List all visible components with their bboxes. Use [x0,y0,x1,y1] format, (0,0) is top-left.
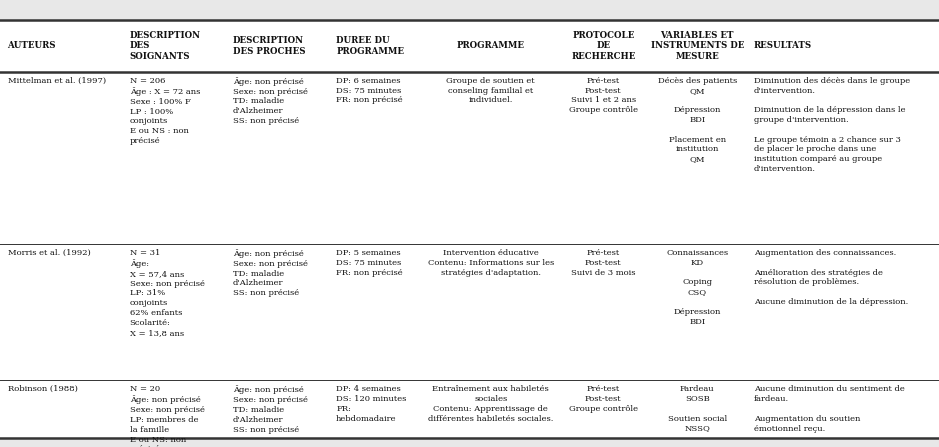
Text: Intervention éducative
Contenu: Informations sur les
stratégies d'adaptation.: Intervention éducative Contenu: Informat… [427,249,554,277]
Text: DP: 4 semaines
DS: 120 minutes
FR:
hebdomadaire: DP: 4 semaines DS: 120 minutes FR: hebdo… [336,385,407,423]
Text: DP: 6 semaines
DS: 75 minutes
FR: non précisé: DP: 6 semaines DS: 75 minutes FR: non pr… [336,77,403,105]
Text: Aucune diminution du sentiment de
fardeau.

Augmentation du soutien
émotionnel r: Aucune diminution du sentiment de fardea… [754,385,905,433]
FancyBboxPatch shape [0,0,939,20]
Text: Pré-test
Post-test
Groupe contrôle: Pré-test Post-test Groupe contrôle [569,385,638,413]
Text: RESULTATS: RESULTATS [754,41,812,51]
Text: DESCRIPTION
DES PROCHES: DESCRIPTION DES PROCHES [233,36,305,56]
Text: AUTEURS: AUTEURS [8,41,56,51]
Text: Pré-test
Post-test
Suivi 1 et 2 ans
Groupe contrôle: Pré-test Post-test Suivi 1 et 2 ans Grou… [569,77,638,114]
Text: Âge: non précisé
Sexe: non précisé
TD: maladie
d'Alzheimer
SS: non précisé: Âge: non précisé Sexe: non précisé TD: m… [233,77,308,125]
Text: Diminution des décès dans le groupe
d'intervention.

Diminution de la dépression: Diminution des décès dans le groupe d'in… [754,77,910,173]
FancyBboxPatch shape [0,20,939,438]
Text: Mittelman et al. (1997): Mittelman et al. (1997) [8,77,105,85]
Text: Fardeau
SOSB

Soutien social
NSSQ: Fardeau SOSB Soutien social NSSQ [668,385,727,433]
Text: Connaissances
KD

Coping
CSQ

Dépression
BDI: Connaissances KD Coping CSQ Dépression B… [666,249,729,325]
Text: N = 31
Âge:
X = 57,4 ans
Sexe: non précisé
LP: 31%
conjoints
62% enfants
Scolari: N = 31 Âge: X = 57,4 ans Sexe: non préci… [130,249,205,337]
Text: Augmentation des connaissances.

Amélioration des stratégies de
résolution de pr: Augmentation des connaissances. Améliora… [754,249,908,306]
Text: DESCRIPTION
DES
SOIGNANTS: DESCRIPTION DES SOIGNANTS [130,30,201,61]
Text: VARIABLES ET
INSTRUMENTS DE
MESURE: VARIABLES ET INSTRUMENTS DE MESURE [651,30,744,61]
Text: PROTOCOLE
DE
RECHERCHE: PROTOCOLE DE RECHERCHE [571,30,636,61]
Text: Décès des patients
QM

Dépression
BDI

Placement en
institution
QM: Décès des patients QM Dépression BDI Pla… [657,77,737,163]
Text: DP: 5 semaines
DS: 75 minutes
FR: non précisé: DP: 5 semaines DS: 75 minutes FR: non pr… [336,249,403,277]
Text: Âge: non précisé
Sexe: non précisé
TD: maladie
d'Alzheimer
SS: non précisé: Âge: non précisé Sexe: non précisé TD: m… [233,249,308,297]
Text: N = 20
Âge: non précisé
Sexe: non précisé
LP: membres de
la famille
E ou NS: non: N = 20 Âge: non précisé Sexe: non précis… [130,385,205,447]
Text: PROGRAMME: PROGRAMME [456,41,525,51]
Text: Robinson (1988): Robinson (1988) [8,385,77,393]
Text: Morris et al. (1992): Morris et al. (1992) [8,249,90,257]
Text: Groupe de soutien et
conseling familial et
individuel.: Groupe de soutien et conseling familial … [446,77,535,105]
Text: DUREE DU
PROGRAMME: DUREE DU PROGRAMME [336,36,404,56]
Text: Entraînement aux habiletés
sociales
Contenu: Apprentissage de
différentes habile: Entraînement aux habiletés sociales Cont… [428,385,553,423]
Text: Pré-test
Post-test
Suivi de 3 mois: Pré-test Post-test Suivi de 3 mois [571,249,636,277]
Text: Âge: non précisé
Sexe: non précisé
TD: maladie
d'Alzheimer
SS: non précisé: Âge: non précisé Sexe: non précisé TD: m… [233,385,308,434]
Text: N = 206
Âge : X = 72 ans
Sexe : 100% F
LP : 100%
conjoints
E ou NS : non
précisé: N = 206 Âge : X = 72 ans Sexe : 100% F L… [130,77,200,145]
